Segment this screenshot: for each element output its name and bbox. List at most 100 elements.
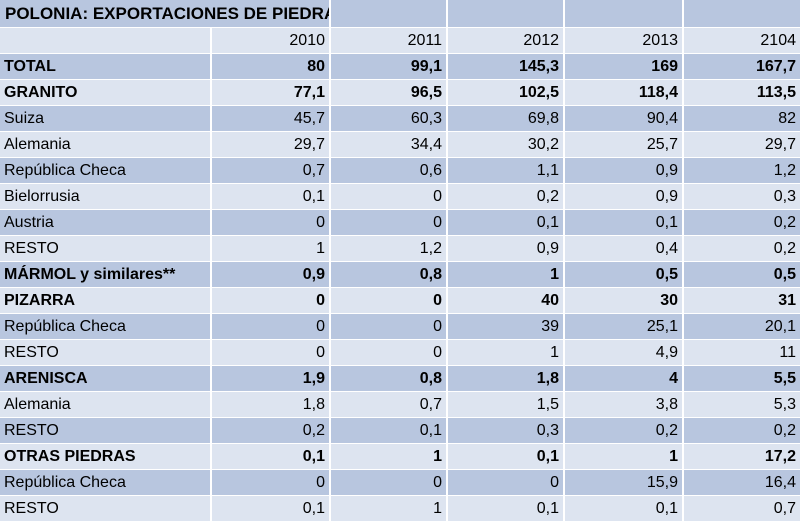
value-cell: 96,5: [330, 79, 448, 106]
table-row: Alemania 1,8 0,7 1,5 3,8 5,3: [0, 391, 800, 418]
row-label: Austria: [0, 209, 212, 236]
value-cell: 0: [330, 287, 448, 314]
value-cell: 0: [211, 287, 331, 314]
value-cell: 1: [447, 261, 565, 288]
value-cell: 0,9: [447, 235, 565, 262]
row-label: GRANITO: [0, 79, 212, 106]
row-label: Alemania: [0, 131, 212, 158]
value-cell: 0: [330, 313, 448, 340]
row-label: Bielorrusia: [0, 183, 212, 210]
value-cell: 169: [564, 53, 684, 80]
value-cell: 0,1: [447, 495, 565, 522]
value-cell: 118,4: [564, 79, 684, 106]
value-cell: 0,1: [564, 209, 684, 236]
value-cell: 1,8: [447, 365, 565, 392]
value-cell: 1: [211, 235, 331, 262]
value-cell: 0: [211, 469, 331, 496]
value-cell: 0: [330, 339, 448, 366]
table-row: Suiza 45,7 60,3 69,8 90,4 82: [0, 105, 800, 132]
value-cell: 0,5: [564, 261, 684, 288]
value-cell: 0,3: [683, 183, 800, 210]
value-cell: 29,7: [211, 131, 331, 158]
year-header: 2104: [683, 27, 800, 54]
value-cell: 1,2: [330, 235, 448, 262]
value-cell: 0: [447, 469, 565, 496]
value-cell: 0,2: [564, 417, 684, 444]
table-row: Alemania 29,7 34,4 30,2 25,7 29,7: [0, 131, 800, 158]
value-cell: 0,8: [330, 261, 448, 288]
value-cell: 167,7: [683, 53, 800, 80]
table-row: República Checa 0 0 0 15,9 16,4: [0, 469, 800, 496]
value-cell: 102,5: [447, 79, 565, 106]
value-cell: 0,3: [447, 417, 565, 444]
year-header: 2013: [564, 27, 684, 54]
table-row: República Checa 0 0 39 25,1 20,1: [0, 313, 800, 340]
value-cell: 0: [211, 209, 331, 236]
value-cell: 0,2: [683, 209, 800, 236]
value-cell: 0: [330, 469, 448, 496]
value-cell: 4: [564, 365, 684, 392]
value-cell: 1: [564, 443, 684, 470]
table-row: RESTO 1 1,2 0,9 0,4 0,2: [0, 235, 800, 262]
title-cell-empty: [683, 0, 800, 28]
row-label: MÁRMOL y similares**: [0, 261, 212, 288]
value-cell: 60,3: [330, 105, 448, 132]
row-label: OTRAS PIEDRAS: [0, 443, 212, 470]
value-cell: 25,1: [564, 313, 684, 340]
value-cell: 77,1: [211, 79, 331, 106]
value-cell: 45,7: [211, 105, 331, 132]
row-label: TOTAL: [0, 53, 212, 80]
value-cell: 11: [683, 339, 800, 366]
row-label: RESTO: [0, 339, 212, 366]
table-row: Bielorrusia 0,1 0 0,2 0,9 0,3: [0, 183, 800, 210]
year-header: 2012: [447, 27, 565, 54]
row-label: República Checa: [0, 313, 212, 340]
table-row: República Checa 0,7 0,6 1,1 0,9 1,2: [0, 157, 800, 184]
title-cell-empty: [564, 0, 684, 28]
value-cell: 0,4: [564, 235, 684, 262]
table-row: GRANITO 77,1 96,5 102,5 118,4 113,5: [0, 79, 800, 106]
value-cell: 1: [447, 339, 565, 366]
value-cell: 0,1: [211, 495, 331, 522]
value-cell: 1,2: [683, 157, 800, 184]
value-cell: 82: [683, 105, 800, 132]
value-cell: 0,1: [211, 443, 331, 470]
value-cell: 29,7: [683, 131, 800, 158]
value-cell: 1,9: [211, 365, 331, 392]
value-cell: 0,8: [330, 365, 448, 392]
row-label: RESTO: [0, 417, 212, 444]
row-label: República Checa: [0, 469, 212, 496]
value-cell: 30,2: [447, 131, 565, 158]
title-row: POLONIA: EXPORTACIONES DE PIEDRA EN BRUT…: [0, 0, 800, 28]
value-cell: 1,1: [447, 157, 565, 184]
value-cell: 0,7: [330, 391, 448, 418]
value-cell: 0: [330, 183, 448, 210]
value-cell: 0,9: [564, 157, 684, 184]
value-cell: 0: [330, 209, 448, 236]
row-label: ARENISCA: [0, 365, 212, 392]
value-cell: 145,3: [447, 53, 565, 80]
value-cell: 5,5: [683, 365, 800, 392]
value-cell: 0,1: [447, 209, 565, 236]
value-cell: 17,2: [683, 443, 800, 470]
value-cell: 0,2: [683, 417, 800, 444]
value-cell: 1,5: [447, 391, 565, 418]
year-header: 2011: [330, 27, 448, 54]
row-label: República Checa: [0, 157, 212, 184]
value-cell: 99,1: [330, 53, 448, 80]
title-cell-empty: [330, 0, 448, 28]
value-cell: 20,1: [683, 313, 800, 340]
value-cell: 15,9: [564, 469, 684, 496]
row-label: Suiza: [0, 105, 212, 132]
value-cell: 90,4: [564, 105, 684, 132]
table-row: RESTO 0,2 0,1 0,3 0,2 0,2: [0, 417, 800, 444]
table-row: OTRAS PIEDRAS 0,1 1 0,1 1 17,2: [0, 443, 800, 470]
table-row: MÁRMOL y similares** 0,9 0,8 1 0,5 0,5: [0, 261, 800, 288]
value-cell: 0,1: [211, 183, 331, 210]
value-cell: 25,7: [564, 131, 684, 158]
table-title: POLONIA: EXPORTACIONES DE PIEDRA EN BRUT…: [0, 0, 331, 28]
value-cell: 0,9: [211, 261, 331, 288]
value-cell: 39: [447, 313, 565, 340]
value-cell: 0: [211, 339, 331, 366]
value-cell: 0,2: [683, 235, 800, 262]
